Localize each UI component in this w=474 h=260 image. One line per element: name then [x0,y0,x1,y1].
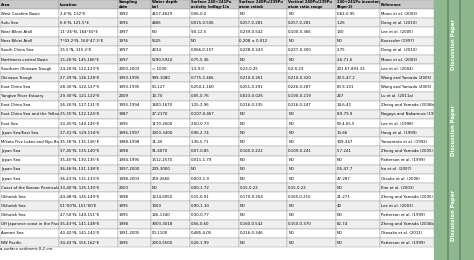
Text: a surface sediment 0-2 cm.: a surface sediment 0-2 cm. [0,247,54,251]
Text: Discussion Paper: Discussion Paper [451,190,456,241]
Text: Discussion Paper: Discussion Paper [451,19,456,70]
Text: Discussion Paper: Discussion Paper [451,105,456,155]
